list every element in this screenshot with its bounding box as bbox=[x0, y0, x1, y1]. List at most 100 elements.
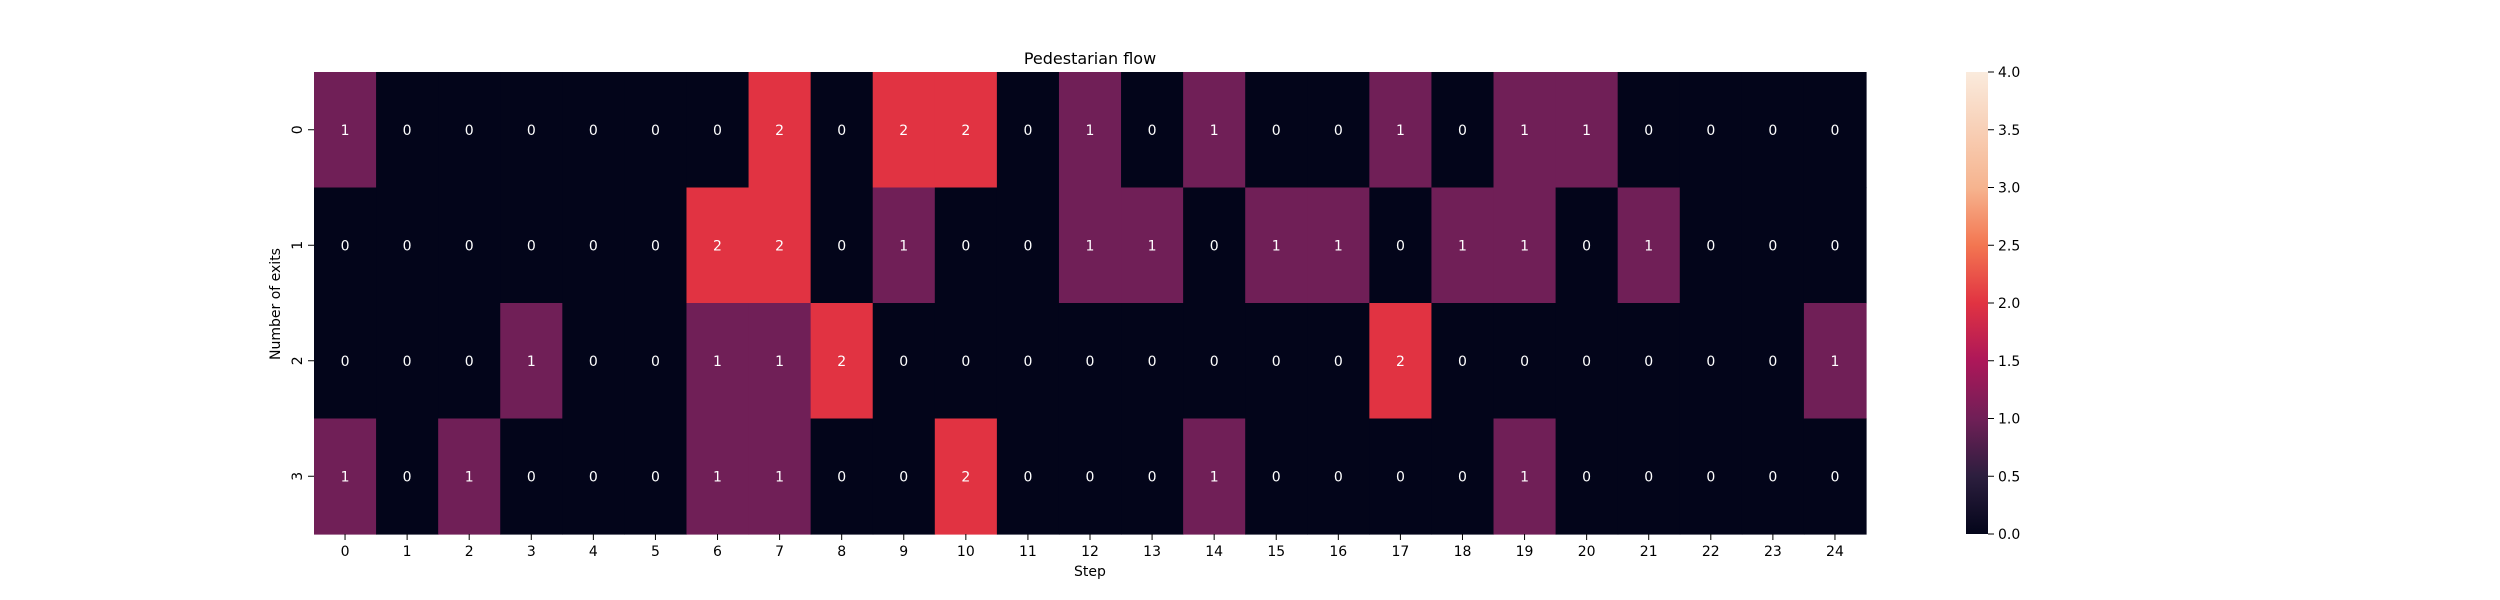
x-tick-label: 6 bbox=[713, 544, 722, 560]
heatmap-cell bbox=[686, 418, 750, 535]
cell-value-label: 0 bbox=[1768, 123, 1777, 139]
y-axis-label: Number of exits bbox=[268, 248, 284, 360]
cell-value-label: 0 bbox=[713, 123, 722, 139]
heatmap-cell bbox=[1679, 418, 1743, 535]
heatmap-cell bbox=[810, 72, 874, 189]
heatmap-cell bbox=[748, 418, 812, 535]
y-tick-label: 2 bbox=[290, 356, 306, 365]
heatmap-cell bbox=[872, 187, 936, 304]
cell-value-label: 0 bbox=[1023, 354, 1032, 370]
heatmap-cell bbox=[1121, 187, 1184, 304]
cell-value-label: 2 bbox=[961, 469, 970, 485]
cell-value-label: 1 bbox=[341, 469, 350, 485]
x-tick-label: 21 bbox=[1640, 544, 1658, 560]
cell-value-label: 0 bbox=[1334, 123, 1343, 139]
colorbar-tick-label: 2.5 bbox=[1998, 238, 2020, 254]
cell-value-label: 0 bbox=[961, 238, 970, 254]
x-tick-label: 23 bbox=[1764, 544, 1782, 560]
heatmap-cell bbox=[1617, 303, 1681, 420]
x-tick-label: 5 bbox=[651, 544, 660, 560]
cell-value-label: 0 bbox=[1023, 469, 1032, 485]
cell-value-label: 0 bbox=[1644, 123, 1653, 139]
cell-value-label: 0 bbox=[1272, 469, 1281, 485]
cell-value-label: 0 bbox=[651, 469, 660, 485]
cell-value-label: 1 bbox=[1396, 123, 1405, 139]
heatmap-cell bbox=[686, 187, 750, 304]
cell-value-label: 0 bbox=[961, 354, 970, 370]
heatmap-cell bbox=[1307, 418, 1370, 535]
heatmap-cell bbox=[1431, 303, 1495, 420]
cell-value-label: 0 bbox=[1644, 469, 1653, 485]
heatmap-cell bbox=[624, 72, 688, 189]
heatmap-cell bbox=[748, 303, 812, 420]
cell-value-label: 0 bbox=[1768, 238, 1777, 254]
cell-value-label: 0 bbox=[1148, 354, 1157, 370]
heatmap-cell bbox=[438, 303, 501, 420]
cell-value-label: 0 bbox=[1768, 469, 1777, 485]
colorbar-tick-label: 1.0 bbox=[1998, 412, 2020, 428]
cell-value-label: 0 bbox=[1458, 469, 1467, 485]
cell-value-label: 0 bbox=[837, 238, 846, 254]
heatmap-cell bbox=[1679, 187, 1743, 304]
cell-value-label: 0 bbox=[1272, 354, 1281, 370]
heatmap-cell bbox=[934, 418, 998, 535]
cell-value-label: 0 bbox=[1582, 238, 1591, 254]
y-tick-label: 3 bbox=[290, 472, 306, 481]
heatmap-cell bbox=[1431, 187, 1495, 304]
heatmap-cell bbox=[1803, 72, 1867, 189]
x-tick-label: 19 bbox=[1516, 544, 1534, 560]
y-tick-label: 1 bbox=[290, 241, 306, 250]
heatmap-cell bbox=[1493, 187, 1557, 304]
x-tick-label: 2 bbox=[465, 544, 474, 560]
cell-value-label: 1 bbox=[1520, 123, 1529, 139]
heatmap-cell bbox=[872, 72, 936, 189]
cell-value-label: 0 bbox=[1334, 354, 1343, 370]
heatmap-cell bbox=[1369, 303, 1433, 420]
cell-value-label: 0 bbox=[1148, 469, 1157, 485]
heatmap-cell bbox=[996, 418, 1060, 535]
heatmap-cell bbox=[500, 187, 563, 304]
cell-value-label: 0 bbox=[1086, 469, 1095, 485]
x-tick-label: 24 bbox=[1826, 544, 1844, 560]
cell-value-label: 1 bbox=[1086, 123, 1095, 139]
heatmap-cell bbox=[376, 303, 439, 420]
heatmap-cell bbox=[500, 303, 563, 420]
heatmap-cell bbox=[438, 187, 501, 304]
cell-value-label: 1 bbox=[1210, 469, 1219, 485]
cell-value-label: 1 bbox=[527, 354, 536, 370]
cell-value-label: 0 bbox=[899, 469, 908, 485]
cell-value-label: 0 bbox=[589, 354, 598, 370]
cell-value-label: 1 bbox=[1458, 238, 1467, 254]
cell-value-label: 0 bbox=[1023, 123, 1032, 139]
x-tick-label: 8 bbox=[837, 544, 846, 560]
cell-value-label: 0 bbox=[1396, 238, 1405, 254]
heatmap-cell bbox=[1058, 187, 1122, 304]
heatmap-cell bbox=[1741, 303, 1805, 420]
x-tick-label: 3 bbox=[527, 544, 536, 560]
colorbar-tick-label: 3.5 bbox=[1998, 123, 2020, 139]
heatmap-cell bbox=[1741, 187, 1805, 304]
colorbar-tick-label: 0.5 bbox=[1998, 469, 2020, 485]
cell-value-label: 1 bbox=[465, 469, 474, 485]
heatmap-cell bbox=[1617, 187, 1681, 304]
y-tick-label: 0 bbox=[290, 125, 306, 134]
heatmap-cell bbox=[376, 72, 439, 189]
heatmap-cell bbox=[314, 187, 377, 304]
x-tick-label: 17 bbox=[1391, 544, 1409, 560]
heatmap-cell bbox=[1183, 72, 1246, 189]
heatmap-cell bbox=[1555, 72, 1619, 189]
cell-value-label: 0 bbox=[589, 469, 598, 485]
cell-value-label: 0 bbox=[1582, 469, 1591, 485]
cell-value-label: 2 bbox=[775, 238, 784, 254]
heatmap-cell bbox=[1121, 72, 1184, 189]
heatmap-cell bbox=[500, 72, 563, 189]
x-tick-label: 10 bbox=[957, 544, 975, 560]
x-tick-label: 7 bbox=[775, 544, 784, 560]
x-tick-label: 9 bbox=[899, 544, 908, 560]
cell-value-label: 2 bbox=[713, 238, 722, 254]
cell-value-label: 1 bbox=[1644, 238, 1653, 254]
heatmap-cell bbox=[1121, 303, 1184, 420]
heatmap-cell bbox=[748, 187, 812, 304]
heatmap-cell bbox=[1741, 72, 1805, 189]
heatmap-cell bbox=[934, 72, 998, 189]
